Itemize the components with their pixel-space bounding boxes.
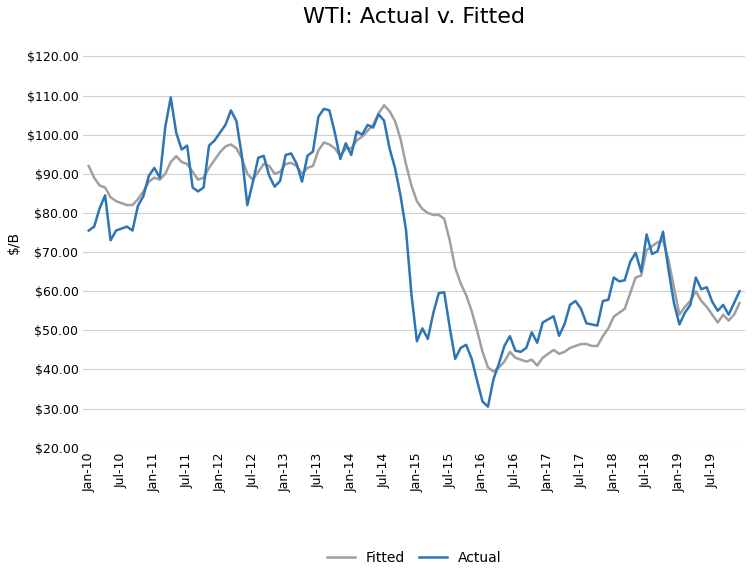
Fitted	[735, 300, 744, 307]
Fitted	[380, 102, 389, 108]
Fitted	[84, 162, 93, 169]
Y-axis label: $/B: $/B	[7, 231, 21, 254]
Actual	[226, 107, 235, 114]
Actual	[265, 172, 274, 179]
Actual	[544, 316, 553, 323]
Actual	[724, 311, 733, 318]
Actual	[735, 288, 744, 294]
Fitted	[489, 368, 498, 375]
Fitted	[450, 264, 459, 271]
Actual	[84, 227, 93, 234]
Fitted	[259, 161, 268, 168]
Fitted	[724, 317, 733, 324]
Actual	[609, 274, 618, 281]
Line: Actual: Actual	[89, 98, 739, 406]
Legend: Fitted, Actual: Fitted, Actual	[321, 545, 507, 570]
Fitted	[544, 350, 553, 357]
Actual	[166, 94, 175, 101]
Line: Fitted: Fitted	[89, 105, 739, 371]
Actual	[450, 355, 459, 362]
Fitted	[609, 313, 618, 320]
Fitted	[221, 143, 230, 150]
Title: WTI: Actual v. Fitted: WTI: Actual v. Fitted	[303, 7, 525, 27]
Actual	[484, 403, 493, 410]
